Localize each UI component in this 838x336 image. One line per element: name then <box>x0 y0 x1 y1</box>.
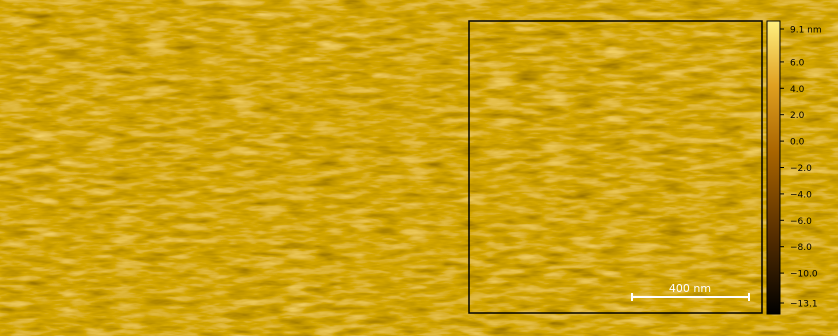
colorbar-gradient <box>766 20 781 315</box>
xrd-chart: 250C vs 300C NbN XRD Profile 30 35 40 45 50 5… <box>9 12 381 335</box>
x-tick-label: 40 <box>149 319 161 329</box>
colorbar-tick-label: −8.0 <box>790 243 812 253</box>
annotation-200: (200) <box>152 172 174 181</box>
afm-image-frame <box>468 20 763 314</box>
x-tick-label: 50 <box>237 319 249 329</box>
x-axis-ticks: 30 35 40 45 50 55 60 65 <box>61 313 380 329</box>
scale-bar-label: 400 nm <box>669 282 711 295</box>
legend-box <box>265 30 378 60</box>
afm-image-panel: 400 nm <box>468 20 763 314</box>
x-tick-label: 65 <box>369 319 380 329</box>
x-tick-label: 60 <box>325 319 337 329</box>
colorbar-tick-label: 9.1 nm <box>790 26 822 36</box>
x-axis-label: 2θ [°] <box>191 326 214 335</box>
colorbar-tick-label: −10.0 <box>790 270 818 280</box>
legend: 250°C Deposition 300°C Deposition <box>265 30 378 60</box>
x-tick-label: 45 <box>193 319 204 329</box>
series-lines <box>29 42 372 296</box>
colorbar-tick-label: 4.0 <box>790 85 805 95</box>
colorbar-tick-label: −4.0 <box>790 190 812 200</box>
colorbar-tick-label: −6.0 <box>790 217 812 227</box>
series-line-0 <box>29 100 372 296</box>
legend-label-300: 300°C Deposition <box>297 48 367 57</box>
colorbar-ticks: 9.1 nm 6.0 4.0 2.0 0.0 −2.0 −4.0 −6.0 −8.0 −10.0 −… <box>780 26 822 310</box>
colorbar-tick-label: 2.0 <box>790 111 805 121</box>
chart-title: 250C vs 300C NbN XRD Profile <box>117 12 278 24</box>
colorbar: 9.1 nm 6.0 4.0 2.0 0.0 −2.0 −4.0 −6.0 −8.0 −10.0 −… <box>766 20 822 315</box>
legend-label-250: 250°C Deposition <box>297 36 367 45</box>
y-axis-label: I/I_max [1] <box>9 149 18 192</box>
x-tick-label: 55 <box>281 319 292 329</box>
plot-frame <box>24 27 381 314</box>
annotation-111: (111) <box>100 29 122 38</box>
colorbar-tick-label: 6.0 <box>790 58 805 68</box>
afm-image <box>469 21 762 313</box>
x-tick-label: 35 <box>105 319 116 329</box>
series-line-1 <box>29 42 372 279</box>
x-tick-label: 30 <box>61 319 73 329</box>
colorbar-tick-label: −2.0 <box>790 164 812 174</box>
scale-bar: 400 nm <box>631 282 750 301</box>
colorbar-tick-label: −13.1 <box>790 300 818 310</box>
colorbar-tick-label: 0.0 <box>790 138 805 148</box>
